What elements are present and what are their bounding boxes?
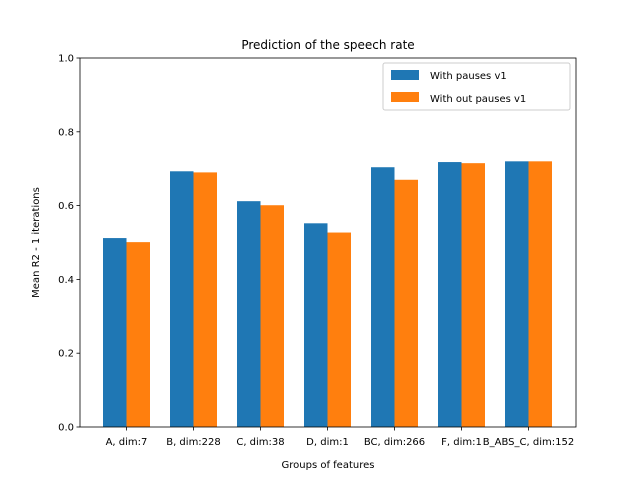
y-tick-label: 0.6 [58,201,74,212]
x-tick-label: C, dim:38 [236,437,284,448]
y-axis: 0.0 0.2 0.4 0.6 0.8 1.0 [58,54,80,434]
legend: With pauses v1 With out pauses v1 [382,62,571,111]
bar-series2-2 [193,172,217,427]
x-axis: A, dim:7 B, dim:228 C, dim:38 D, dim:1 BC, d… [106,427,574,448]
x-tick-label: F, dim:1 [441,437,482,448]
legend-label-without-pauses: With out pauses v1 [430,94,526,105]
bar-series2-4 [327,232,351,427]
x-axis-label: Groups of features [282,460,375,471]
legend-swatch-with-pauses [391,70,419,80]
x-tick-label: A, dim:7 [106,437,148,448]
y-axis-label: Mean R2 - 1 iterations [31,187,42,298]
bar-series1-7 [505,161,529,427]
x-tick-label: D, dim:1 [306,437,349,448]
plot-frame [79,57,577,428]
bar-series2-5 [394,179,418,427]
x-tick-label: BC, dim:266 [364,437,425,448]
legend-frame [382,62,571,111]
bar-series2-7 [528,161,552,427]
chart-title: Prediction of the speech rate [241,38,414,52]
y-tick-label: 0.0 [58,423,74,434]
bar-series1-6 [438,162,462,428]
bar-series1-4 [304,223,328,427]
y-tick-label: 1.0 [58,54,74,65]
bar-series2-6 [461,163,485,428]
bar-series2-3 [260,205,284,427]
bar-series1-1 [103,238,127,427]
legend-swatch-without-pauses [391,92,419,102]
bar-series1-5 [371,167,395,427]
x-tick-label: B_ABS_C, dim:152 [483,437,574,448]
x-tick-label: B, dim:228 [166,437,221,448]
bar-series1-2 [170,171,194,427]
y-tick-label: 0.8 [58,127,74,138]
legend-label-with-pauses: With pauses v1 [430,71,507,82]
y-tick-label: 0.2 [58,349,74,360]
bar-series1-3 [237,201,261,427]
y-tick-label: 0.4 [58,275,74,286]
bars-group [103,161,552,428]
bar-series2-1 [126,242,150,427]
